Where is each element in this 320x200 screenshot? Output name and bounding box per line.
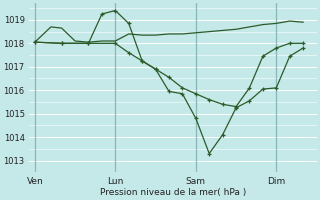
X-axis label: Pression niveau de la mer( hPa ): Pression niveau de la mer( hPa ) [100,188,246,197]
